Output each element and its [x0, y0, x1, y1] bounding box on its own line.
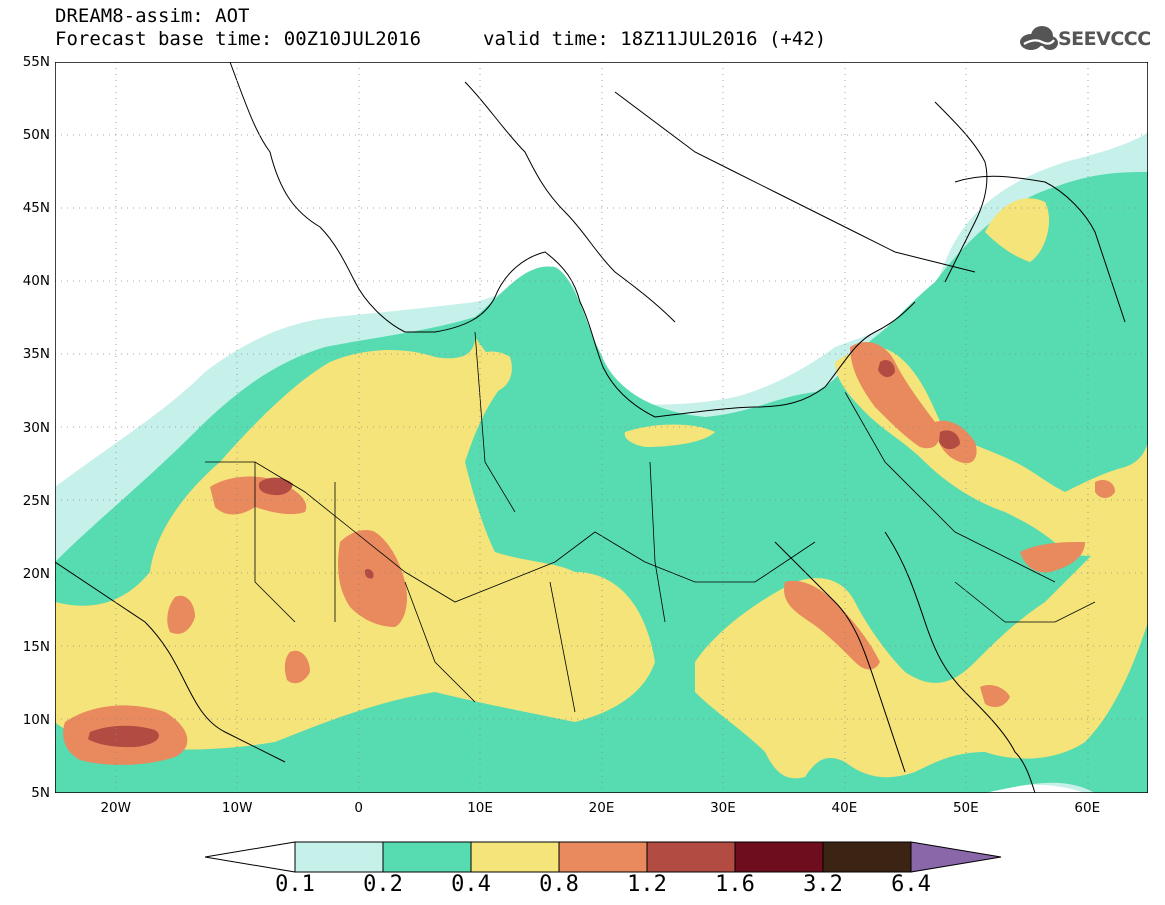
aot-map[interactable] [55, 62, 1148, 793]
colorbar-level-label: 6.4 [891, 872, 931, 897]
lon-tick-label: 10E [467, 800, 493, 816]
colorbar-level-label: 1.2 [627, 872, 667, 897]
colorbar-cell [646, 841, 736, 873]
colorbar-cell [470, 841, 560, 873]
forecast-base-time: Forecast base time: 00Z10JUL2016 [55, 28, 422, 50]
colorbar-cell [558, 841, 648, 873]
lat-tick-label: 40N [22, 273, 50, 290]
colorbar-cell [734, 841, 824, 873]
colorbar-level-label: 0.2 [363, 872, 403, 897]
lon-tick-label: 20W [100, 800, 131, 816]
lat-tick-label: 5N [31, 785, 50, 801]
colorbar-cell-under [205, 841, 296, 873]
lat-tick-label: 15N [22, 638, 50, 655]
valid-time: valid time: 18Z11JUL2016 (+42) [483, 28, 827, 50]
colorbar-cell [294, 841, 384, 873]
lon-tick-label: 30E [710, 800, 736, 816]
coastlines [55, 62, 1126, 793]
lat-tick-label: 25N [22, 492, 50, 509]
country-borders [205, 331, 1096, 713]
aot-contour-1.2 [88, 360, 960, 748]
lat-tick-label: 50N [22, 127, 50, 144]
lat-tick-label: 10N [22, 711, 50, 728]
lon-tick-label: 40E [831, 800, 858, 816]
colorbar-cell [382, 841, 472, 873]
map-gridlines [55, 62, 1148, 793]
lat-tick-label: 55N [22, 54, 50, 70]
lon-tick-label: 20E [588, 800, 615, 816]
logo-text: SEEVCCC [1058, 28, 1151, 50]
lat-tick-label: 30N [22, 419, 50, 436]
colorbar-level-label: 1.6 [715, 872, 755, 897]
lat-tick-label: 20N [22, 565, 50, 582]
lat-tick-label: 35N [22, 346, 50, 363]
lon-tick-label: 50E [952, 800, 979, 816]
lon-tick-label: 60E [1074, 800, 1101, 816]
colorbar-level-label: 0.1 [275, 872, 315, 897]
colorbar-level-label: 0.4 [451, 872, 491, 897]
lat-tick-label: 45N [22, 200, 50, 217]
colorbar-cell [822, 841, 912, 873]
aot-colorbar [205, 841, 1002, 873]
colorbar-level-label: 3.2 [803, 872, 843, 897]
lon-tick-label: 10W [221, 800, 253, 816]
lon-tick-label: 0 [354, 800, 363, 816]
map-title: DREAM8-assim: AOT [55, 5, 250, 27]
colorbar-level-label: 0.8 [539, 872, 579, 897]
colorbar-cell-over [910, 841, 1002, 873]
cloud-icon [1020, 26, 1058, 50]
